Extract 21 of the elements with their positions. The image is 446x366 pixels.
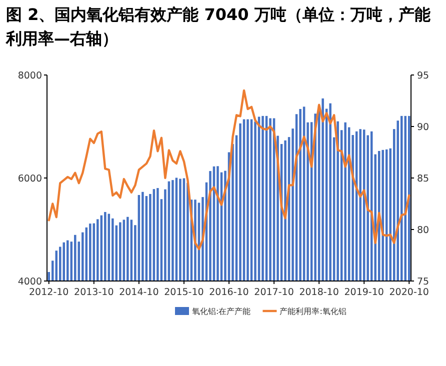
y-tick-label: 4000 [18,276,42,288]
x-tick-label: 2019-10 [344,287,384,298]
x-tick-label: 2012-10 [29,287,69,298]
x-tick-label: 2015-10 [164,287,204,298]
chart-title: 图 2、国内氧化铝有效产能 7040 万吨（单位：万吨，产能利用率—右轴） [5,5,430,48]
x-tick-label: 2018-10 [299,287,339,298]
y-tick-label: 6000 [18,174,42,184]
x-tick-label: 2016-10 [209,287,249,298]
y2-tick-label: 90 [417,122,430,133]
y2-tick-label: 75 [417,276,430,288]
y2-tick-label: 80 [417,225,430,236]
x-tick-label: 2013-10 [74,287,114,298]
x-tick-label: 2017-10 [254,287,294,298]
legend-label: 氧化铝:在产产能 [192,307,251,316]
y2-tick-label: 85 [417,174,430,184]
x-tick-label: 2020-10 [389,287,429,298]
y-tick-label: 8000 [18,70,42,82]
legend-label: 产能利用率:氧化铝 [280,307,346,316]
line-series [48,89,410,250]
x-tick-label: 2014-10 [119,287,159,298]
y2-tick-label: 95 [417,70,430,82]
